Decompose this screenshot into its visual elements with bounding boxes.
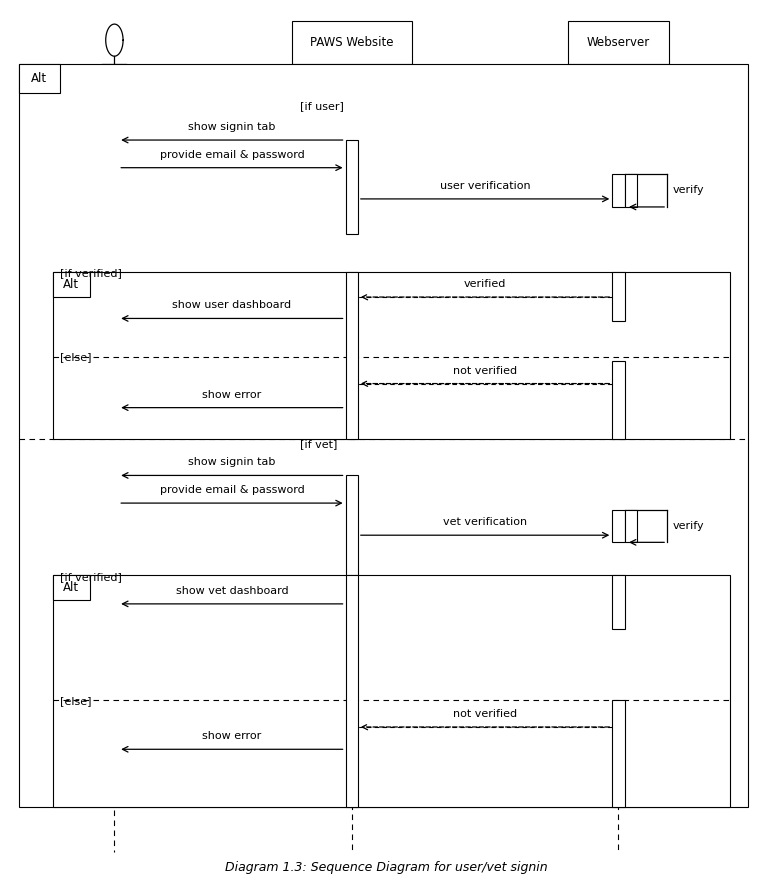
Bar xyxy=(625,174,637,207)
Text: [else]: [else] xyxy=(60,697,92,706)
Bar xyxy=(346,272,358,439)
Text: show user dashboard: show user dashboard xyxy=(172,301,291,310)
Text: not verified: not verified xyxy=(453,366,517,376)
Text: user verification: user verification xyxy=(440,181,530,191)
Text: [if user]: [if user] xyxy=(300,102,343,112)
Bar xyxy=(346,475,358,575)
Bar xyxy=(612,361,625,439)
Bar xyxy=(53,575,730,807)
Text: provide email & password: provide email & password xyxy=(159,150,305,160)
Bar xyxy=(19,64,60,93)
Bar xyxy=(53,575,90,600)
Text: [if vet]: [if vet] xyxy=(300,439,337,449)
Text: show vet dashboard: show vet dashboard xyxy=(175,586,288,596)
Bar xyxy=(612,174,625,207)
Text: Diagram 1.3: Sequence Diagram for user/vet signin: Diagram 1.3: Sequence Diagram for user/v… xyxy=(225,861,548,873)
Text: [else]: [else] xyxy=(60,352,92,362)
Text: provide email & password: provide email & password xyxy=(159,485,305,495)
Bar xyxy=(19,64,748,807)
Text: Alt: Alt xyxy=(63,278,79,291)
Bar xyxy=(612,575,625,629)
Text: show signin tab: show signin tab xyxy=(188,458,276,467)
Text: [if verified]: [if verified] xyxy=(60,573,122,582)
Text: not verified: not verified xyxy=(453,709,517,719)
Text: vet verification: vet verification xyxy=(443,517,527,527)
Bar xyxy=(568,21,669,64)
Bar xyxy=(612,700,625,807)
Text: verified: verified xyxy=(464,279,506,289)
Text: show signin tab: show signin tab xyxy=(188,122,276,132)
Text: PAWS Website: PAWS Website xyxy=(310,37,393,49)
Text: [if verified]: [if verified] xyxy=(60,268,122,278)
Bar xyxy=(612,272,625,321)
Bar xyxy=(346,575,358,807)
Text: Alt: Alt xyxy=(32,72,47,85)
Bar xyxy=(53,272,730,439)
Text: verify: verify xyxy=(673,521,704,532)
Bar xyxy=(612,510,625,542)
Text: Webserver: Webserver xyxy=(587,37,650,49)
Bar xyxy=(292,21,412,64)
Text: show error: show error xyxy=(203,390,261,400)
Text: verify: verify xyxy=(673,186,704,195)
Bar xyxy=(346,140,358,234)
Text: show error: show error xyxy=(203,731,261,741)
Text: Alt: Alt xyxy=(63,582,79,594)
Bar xyxy=(625,510,637,542)
Bar xyxy=(53,272,90,297)
